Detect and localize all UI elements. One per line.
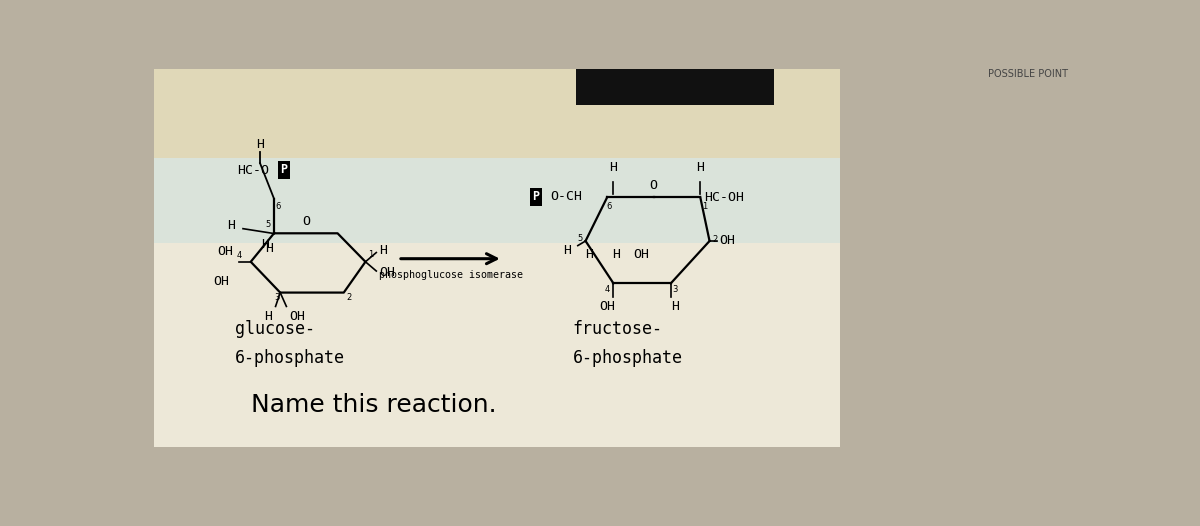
Text: fructose-: fructose- (572, 320, 662, 338)
Text: H: H (612, 248, 620, 261)
Text: H: H (260, 238, 269, 251)
Text: H: H (671, 300, 679, 313)
Text: H: H (564, 244, 571, 257)
Text: 2: 2 (347, 294, 352, 302)
Bar (154, 69, 840, 447)
Text: HC-OH: HC-OH (704, 190, 744, 204)
Text: phosphoglucose isomerase: phosphoglucose isomerase (379, 270, 523, 280)
Text: glucose-: glucose- (235, 320, 316, 338)
Text: O-CH: O-CH (551, 190, 583, 204)
Text: OH: OH (214, 275, 229, 288)
Text: P: P (533, 190, 540, 204)
Text: OH: OH (599, 300, 616, 313)
Text: OH: OH (719, 235, 734, 248)
Text: OH: OH (379, 266, 396, 279)
Text: 6-phosphate: 6-phosphate (235, 349, 346, 367)
Text: 3: 3 (672, 285, 678, 294)
Text: 4: 4 (236, 251, 241, 260)
Text: 6: 6 (276, 201, 281, 211)
Text: P: P (281, 164, 288, 177)
Text: H: H (379, 245, 388, 258)
Text: HC-O: HC-O (236, 164, 269, 177)
Text: O: O (301, 215, 310, 228)
Text: H: H (265, 242, 274, 255)
Text: 6: 6 (606, 203, 612, 211)
Text: H: H (610, 161, 618, 174)
Text: H: H (696, 161, 704, 174)
Text: OH: OH (289, 309, 306, 322)
Text: 1: 1 (702, 203, 708, 211)
Text: O: O (649, 179, 658, 191)
Bar (154, 158, 840, 244)
Text: OH: OH (217, 245, 234, 258)
Text: H: H (256, 138, 264, 151)
Text: 1: 1 (368, 250, 374, 259)
Text: Name this reaction.: Name this reaction. (251, 393, 497, 417)
Bar (576, 69, 774, 105)
Text: H: H (586, 248, 594, 261)
Text: OH: OH (634, 248, 649, 261)
Bar (154, 158, 840, 447)
Text: 2: 2 (713, 235, 718, 244)
Text: 6-phosphate: 6-phosphate (572, 349, 683, 367)
Text: H: H (264, 309, 272, 322)
Text: 5: 5 (265, 220, 271, 229)
Text: 3: 3 (274, 294, 280, 302)
Text: H: H (227, 219, 235, 232)
Text: 5: 5 (577, 234, 582, 243)
Text: POSSIBLE POINT: POSSIBLE POINT (989, 69, 1068, 79)
Text: 4: 4 (605, 285, 611, 294)
